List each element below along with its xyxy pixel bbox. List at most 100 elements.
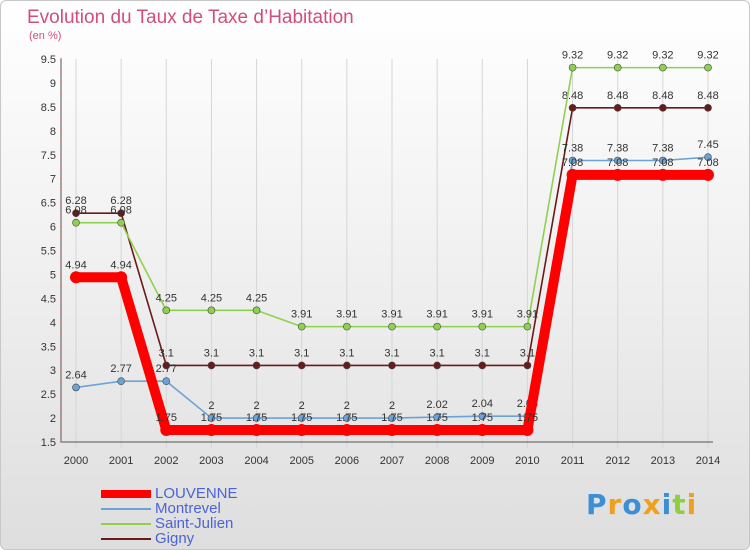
data-point	[162, 377, 171, 385]
data-label: 4.25	[246, 292, 267, 304]
legend-swatch	[101, 537, 151, 540]
legend-swatch	[101, 522, 151, 525]
data-label: 4.94	[65, 259, 86, 271]
data-label: 7.45	[697, 139, 718, 151]
y-tick-label: 9.5	[41, 54, 56, 66]
y-minor-tick	[60, 129, 62, 132]
data-point	[343, 322, 351, 331]
x-tick-label: 2000	[64, 455, 88, 467]
data-point	[340, 424, 353, 437]
data-label: 3.91	[517, 309, 538, 321]
y-minor-tick	[60, 369, 62, 372]
logo-letter: t	[672, 488, 687, 521]
x-tick-label: 2002	[154, 455, 178, 467]
data-label: 7.08	[652, 157, 673, 169]
data-label: 2.77	[156, 363, 177, 375]
y-tick-label: 1.5	[41, 437, 56, 449]
y-minor-tick	[60, 357, 62, 360]
data-point	[117, 209, 125, 217]
logo-letter: P	[586, 488, 608, 521]
data-label: 3.1	[204, 347, 219, 359]
logo-letter: i	[686, 488, 698, 521]
legend-label: Gigny	[155, 530, 195, 547]
y-minor-tick	[60, 105, 62, 108]
y-minor-tick	[60, 189, 62, 192]
y-tick-label: 2.5	[41, 389, 56, 401]
data-point	[523, 361, 532, 370]
logo-letter: x	[642, 488, 662, 521]
legend-item: Montrevel	[101, 501, 238, 516]
data-label: 1.75	[291, 412, 312, 424]
data-label: 2.77	[110, 363, 131, 375]
data-point	[117, 377, 125, 385]
data-label: 3.91	[381, 309, 402, 321]
data-label: 7.38	[607, 142, 628, 154]
data-label: 2	[344, 400, 350, 412]
y-tick-label: 3	[50, 365, 56, 377]
y-tick-label: 3.5	[41, 341, 56, 353]
x-tick-label: 2011	[561, 455, 585, 467]
data-label: 3.1	[159, 347, 174, 359]
y-minor-tick	[60, 70, 62, 72]
chart-subtitle: (en %)	[29, 30, 62, 42]
data-point	[478, 412, 487, 420]
y-minor-tick	[60, 381, 62, 384]
y-tick-label: 4	[50, 317, 56, 329]
y-tick-label: 5	[50, 269, 56, 281]
data-label: 1.75	[517, 412, 538, 424]
data-label: 8.48	[607, 90, 628, 102]
data-label: 9.32	[607, 50, 628, 62]
data-label: 9.32	[697, 50, 718, 62]
data-point	[433, 361, 441, 370]
data-point	[70, 271, 82, 284]
data-point	[115, 271, 128, 284]
y-tick-label: 8.5	[41, 102, 56, 114]
x-tick-label: 2014	[696, 455, 720, 467]
logo-letter: i	[661, 488, 673, 521]
proxiti-logo: Proxiti	[586, 488, 697, 521]
data-label: 3.91	[472, 309, 493, 321]
y-minor-tick	[60, 285, 62, 288]
data-point	[162, 361, 171, 370]
data-point	[659, 156, 667, 165]
data-label: 2.64	[65, 369, 86, 381]
x-tick-label: 2006	[335, 455, 359, 467]
data-label: 7.08	[607, 157, 628, 169]
data-label: 1.75	[426, 412, 447, 424]
legend-item: Saint-Julien	[101, 516, 238, 531]
data-point	[72, 218, 80, 227]
data-point	[72, 383, 80, 392]
data-point	[704, 63, 712, 72]
y-minor-tick	[60, 249, 62, 252]
data-point	[160, 424, 173, 437]
y-minor-tick	[60, 393, 62, 396]
data-label: 3.1	[249, 347, 264, 359]
data-label: 2.02	[426, 399, 447, 411]
data-label: 8.48	[697, 90, 718, 102]
y-minor-tick	[60, 225, 62, 228]
data-point	[431, 424, 444, 437]
x-tick-label: 2012	[605, 455, 629, 467]
x-tick-label: 2010	[515, 455, 539, 467]
data-point	[702, 168, 714, 181]
legend-swatch	[101, 489, 151, 498]
y-tick-label: 4.5	[41, 293, 56, 305]
data-label: 3.91	[291, 309, 312, 321]
y-minor-tick	[60, 153, 62, 156]
data-label: 4.25	[201, 292, 222, 304]
y-minor-tick	[60, 441, 62, 443]
x-tick-label: 2001	[109, 455, 133, 467]
x-tick-label: 2007	[380, 455, 404, 467]
y-tick-label: 6.5	[41, 198, 56, 210]
data-point	[704, 153, 712, 161]
x-tick-label: 2013	[651, 455, 675, 467]
data-label: 3.1	[384, 347, 399, 359]
data-point	[388, 414, 396, 422]
legend-label: Montrevel	[155, 500, 221, 517]
y-minor-tick	[60, 177, 62, 180]
x-tick-label: 2009	[470, 455, 494, 467]
data-point	[386, 424, 398, 437]
data-point	[433, 413, 441, 421]
data-point	[297, 361, 306, 370]
